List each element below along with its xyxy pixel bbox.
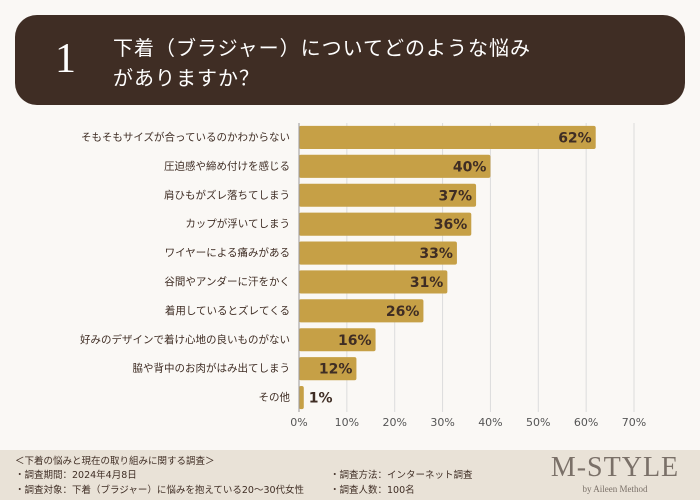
y-tick-label: その他 <box>259 391 291 404</box>
footer-heading: ＜下着の悩みと現在の取り組みに関する調査＞ <box>15 456 215 467</box>
x-tick-label: 10% <box>335 416 359 429</box>
x-tick-label: 30% <box>430 416 454 429</box>
value-label: 12% <box>319 362 353 378</box>
chart-title: 下着（ブラジャー）についてどのような悩みがありますか？ <box>113 36 531 90</box>
x-tick-label: 70% <box>622 416 646 429</box>
value-label: 36% <box>434 217 468 233</box>
y-tick-label: 肩ひもがズレ落ちてしまう <box>164 188 290 201</box>
x-tick-label: 40% <box>478 416 502 429</box>
y-tick-label: カップが浮いてしまう <box>185 217 290 230</box>
value-label: 16% <box>338 333 372 349</box>
x-tick-label: 20% <box>382 416 406 429</box>
bar <box>299 357 357 381</box>
bar <box>299 125 596 150</box>
y-tick-label: そもそもサイズが合っているのかわからない <box>81 130 290 143</box>
bar <box>299 154 491 178</box>
header: 1 下着（ブラジャー）についてどのような悩みがありますか？ <box>15 15 685 105</box>
y-tick-label: 圧迫感や締め付けを感じる <box>164 159 290 172</box>
chart: 0% 10% 20% 30% 40% 50% 60% 70% そもそもサイズが合っているのかわか… <box>80 123 646 429</box>
bar <box>299 385 304 410</box>
value-label: 40% <box>453 159 487 175</box>
value-label: 1% <box>309 391 333 407</box>
x-tick-label: 50% <box>526 416 550 429</box>
bar <box>299 241 457 265</box>
y-tick-label: ワイヤーによる痛みがある <box>165 246 290 259</box>
bar <box>299 270 448 294</box>
y-tick-label: 谷間やアンダーに汗をかく <box>164 275 290 288</box>
footer-item: ・調査方法：インターネット調査 <box>330 470 473 481</box>
footer: ＜下着の悩みと現在の取り組みに関する調査＞ ・調査期間：2024年4月8日 ・調… <box>0 450 700 500</box>
footer-item: ・調査人数：100名 <box>330 485 415 496</box>
value-label: 26% <box>386 304 420 320</box>
question-number: 1 <box>55 36 76 82</box>
bar <box>299 328 376 352</box>
y-tick-label: 脇や背中のお肉がはみ出てしまう <box>133 362 291 375</box>
value-label: 33% <box>419 246 453 262</box>
y-tick-label: 好みのデザインで着け心地の良いものがない <box>80 333 290 346</box>
x-tick-label: 0% <box>290 416 307 429</box>
bar <box>299 212 472 236</box>
logo: M-STYLE <box>550 452 680 483</box>
bar <box>299 299 424 323</box>
value-label: 62% <box>558 130 592 146</box>
y-tick-label: 着用しているとズレてくる <box>165 304 290 317</box>
bar <box>299 183 477 207</box>
footer-item: ・調査対象：下着（ブラジャー）に悩みを抱えている20〜30代女性 <box>15 485 305 496</box>
x-tick-label: 60% <box>574 416 598 429</box>
value-label: 31% <box>410 275 444 291</box>
logo-sub: by Aileen Method <box>582 484 648 494</box>
value-label: 37% <box>439 188 473 204</box>
footer-item: ・調査期間：2024年4月8日 <box>15 470 137 481</box>
